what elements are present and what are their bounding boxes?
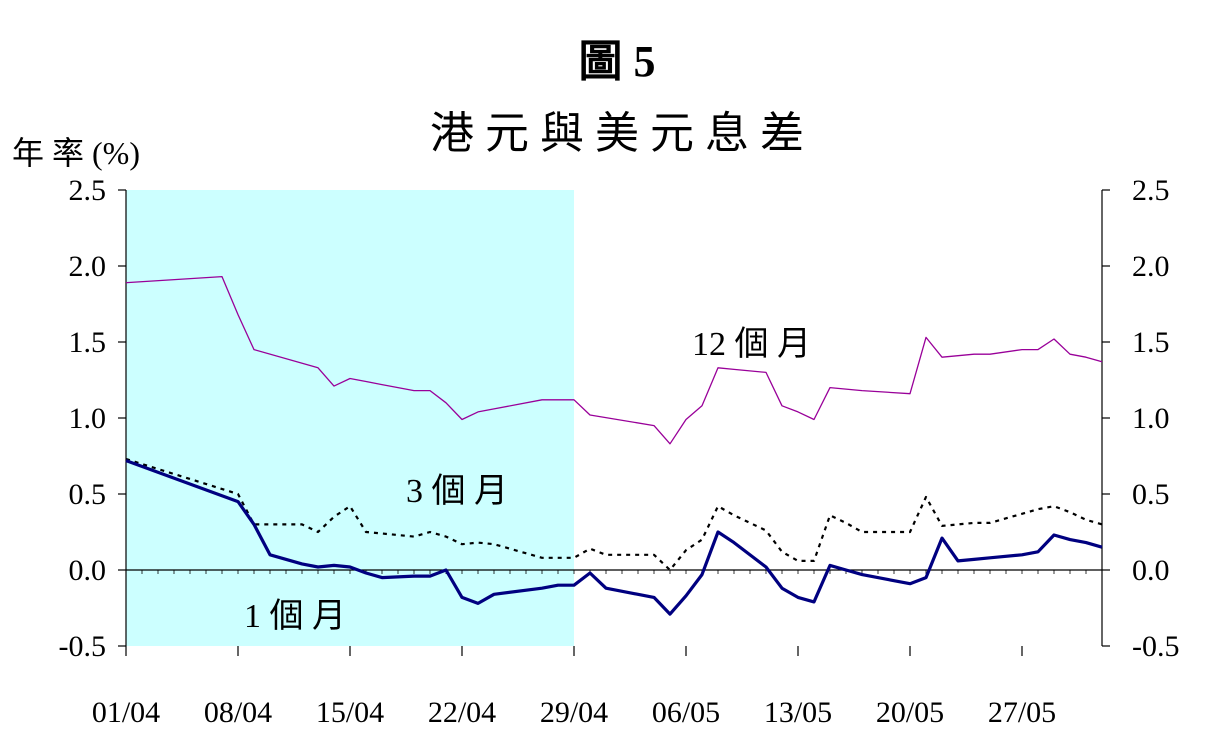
y-tick-label-left: 2.5 <box>69 174 107 207</box>
y-tick-label-left: -0.5 <box>59 630 107 663</box>
shaded-region <box>126 190 574 646</box>
x-tick-label: 08/04 <box>204 696 272 729</box>
series-layer <box>125 275 1103 616</box>
series-line-1-month <box>125 459 1103 616</box>
series-label-12-month: 12 個 月 <box>692 326 811 363</box>
axis-layer: 2.5 2.5 2.0 2.0 1.5 1.5 1.0 1.0 0.5 0.5 0.0 0.0 -0.5… <box>59 174 1180 729</box>
y-tick-label-right: 2.5 <box>1132 174 1170 207</box>
x-tick-label: 13/05 <box>764 696 832 729</box>
label-layer: 圖 5 港 元 與 美 元 息 差 年 率 (%) 12 個 月 3 個 月 1… <box>12 37 811 635</box>
y-tick-label-left: 0.5 <box>69 478 107 511</box>
series-line-3-month <box>125 457 1103 572</box>
chart-title: 圖 5 <box>579 37 656 86</box>
x-tick-label: 06/05 <box>652 696 720 729</box>
y-tick-label-left: 1.5 <box>69 326 107 359</box>
y-tick-label-left: 0.0 <box>69 554 107 587</box>
shaded-region-layer <box>126 190 574 646</box>
y-tick-label-right: -0.5 <box>1132 630 1180 663</box>
y-tick-label-right: 2.0 <box>1132 250 1170 283</box>
x-tick-label: 27/05 <box>988 696 1056 729</box>
x-tick-label: 15/04 <box>316 696 384 729</box>
series-label-1-month: 1 個 月 <box>244 598 346 635</box>
series-label-3-month: 3 個 月 <box>406 473 508 510</box>
x-tick-label: 20/05 <box>876 696 944 729</box>
x-tick-label: 22/04 <box>428 696 496 729</box>
y-tick-label-right: 0.5 <box>1132 478 1170 511</box>
x-tick-label: 01/04 <box>92 696 160 729</box>
series-line-12-month <box>125 275 1103 445</box>
x-tick-label: 29/04 <box>540 696 608 729</box>
y-axis-label: 年 率 (%) <box>12 135 140 171</box>
chart-subtitle: 港 元 與 美 元 息 差 <box>430 109 804 158</box>
y-tick-label-left: 2.0 <box>69 250 107 283</box>
y-tick-label-right: 1.5 <box>1132 326 1170 359</box>
y-tick-label-right: 0.0 <box>1132 554 1170 587</box>
y-tick-label-left: 1.0 <box>69 402 107 435</box>
y-tick-label-right: 1.0 <box>1132 402 1170 435</box>
